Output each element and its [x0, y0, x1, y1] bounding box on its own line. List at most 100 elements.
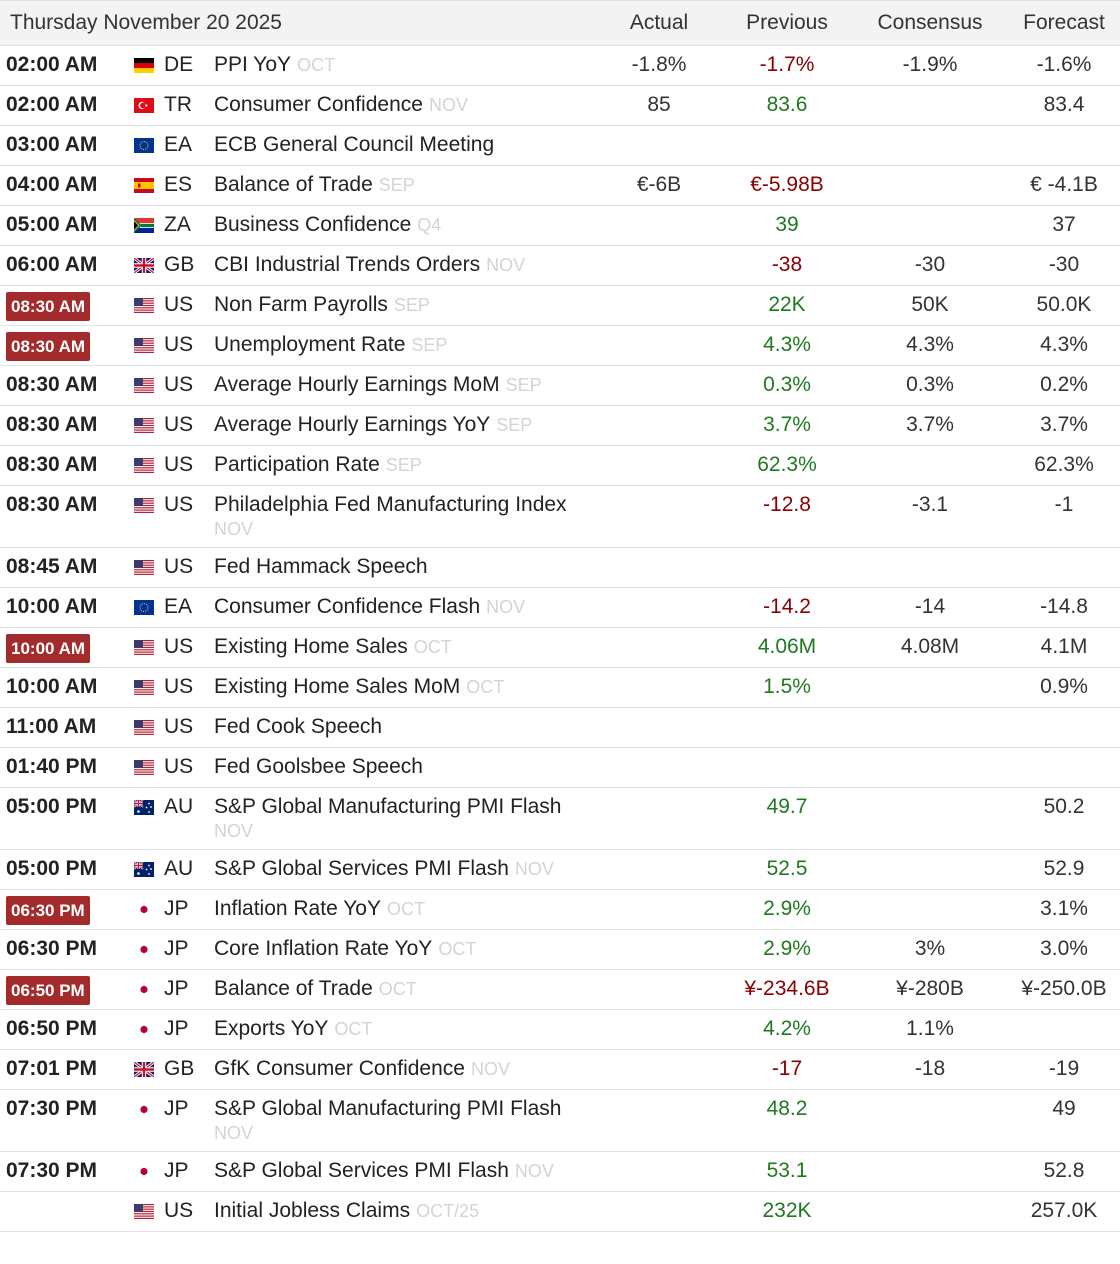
- actual-column-header[interactable]: Actual: [596, 0, 722, 46]
- country-code[interactable]: DE: [164, 53, 194, 76]
- event-name-link[interactable]: Philadelphia Fed Manufacturing Index: [214, 493, 567, 516]
- country-code[interactable]: US: [164, 1199, 194, 1222]
- event-cell[interactable]: Consumer Confidence NOV: [214, 86, 596, 126]
- country-code[interactable]: AU: [164, 857, 194, 880]
- calendar-row[interactable]: 03:00 AM EA ECB General Council Meeting: [0, 126, 1120, 166]
- event-name-link[interactable]: PPI YoY: [214, 53, 292, 76]
- calendar-row[interactable]: 07:01 PM GB GfK Consumer Confidence NOV -…: [0, 1050, 1120, 1090]
- country-code[interactable]: US: [164, 493, 194, 516]
- event-name-link[interactable]: GfK Consumer Confidence: [214, 1057, 465, 1080]
- calendar-row[interactable]: 05:00 PM AU S&P Global Manufacturing PMI…: [0, 788, 1120, 850]
- event-name-link[interactable]: S&P Global Services PMI Flash: [214, 1159, 509, 1182]
- event-cell[interactable]: Unemployment Rate SEP: [214, 326, 596, 366]
- calendar-row[interactable]: 10:00 AM US Existing Home Sales MoM OCT 1…: [0, 668, 1120, 708]
- event-cell[interactable]: CBI Industrial Trends Orders NOV: [214, 246, 596, 286]
- event-name-link[interactable]: Consumer Confidence: [214, 93, 423, 116]
- country-code[interactable]: TR: [164, 93, 192, 116]
- event-cell[interactable]: Balance of Trade SEP: [214, 166, 596, 206]
- calendar-row[interactable]: 05:00 AM ZA Business Confidence Q4 39 37: [0, 206, 1120, 246]
- calendar-row[interactable]: 02:00 AM DE PPI YoY OCT -1.8% -1.7% -1.9%…: [0, 46, 1120, 86]
- event-name-link[interactable]: Existing Home Sales: [214, 635, 408, 658]
- calendar-row[interactable]: 04:00 AM ES Balance of Trade SEP €-6B €-5…: [0, 166, 1120, 206]
- calendar-row[interactable]: 07:30 PM JP S&P Global Services PMI Flas…: [0, 1152, 1120, 1192]
- calendar-row[interactable]: US Initial Jobless Claims OCT/25 232K 257…: [0, 1192, 1120, 1232]
- event-name-link[interactable]: Balance of Trade: [214, 173, 373, 196]
- country-code[interactable]: JP: [164, 977, 189, 1000]
- event-cell[interactable]: Non Farm Payrolls SEP: [214, 286, 596, 326]
- event-cell[interactable]: Consumer Confidence Flash NOV: [214, 588, 596, 628]
- country-code[interactable]: GB: [164, 253, 195, 276]
- country-code[interactable]: AU: [164, 795, 194, 818]
- event-cell[interactable]: Existing Home Sales MoM OCT: [214, 668, 596, 708]
- calendar-row[interactable]: 01:40 PM US Fed Goolsbee Speech: [0, 748, 1120, 788]
- event-cell[interactable]: Balance of Trade OCT: [214, 970, 596, 1010]
- event-name-link[interactable]: Balance of Trade: [214, 977, 373, 1000]
- country-code[interactable]: US: [164, 333, 194, 356]
- calendar-row[interactable]: 11:00 AM US Fed Cook Speech: [0, 708, 1120, 748]
- event-cell[interactable]: Business Confidence Q4: [214, 206, 596, 246]
- event-cell[interactable]: S&P Global Manufacturing PMI Flash NOV: [214, 1090, 596, 1152]
- country-code[interactable]: EA: [164, 595, 193, 618]
- event-name-link[interactable]: Average Hourly Earnings YoY: [214, 413, 491, 436]
- event-name-link[interactable]: Fed Hammack Speech: [214, 555, 428, 578]
- country-code[interactable]: JP: [164, 1097, 189, 1120]
- event-cell[interactable]: Fed Hammack Speech: [214, 548, 596, 588]
- event-cell[interactable]: Average Hourly Earnings MoM SEP: [214, 366, 596, 406]
- calendar-row[interactable]: 06:30 PM JP Core Inflation Rate YoY OCT 2…: [0, 930, 1120, 970]
- country-code[interactable]: US: [164, 373, 194, 396]
- event-cell[interactable]: Average Hourly Earnings YoY SEP: [214, 406, 596, 446]
- calendar-row[interactable]: 08:30 AM US Non Farm Payrolls SEP 22K 50K…: [0, 286, 1120, 326]
- country-code[interactable]: US: [164, 635, 194, 658]
- event-cell[interactable]: ECB General Council Meeting: [214, 126, 596, 166]
- country-code[interactable]: ZA: [164, 213, 191, 236]
- event-name-link[interactable]: Initial Jobless Claims: [214, 1199, 411, 1222]
- country-code[interactable]: US: [164, 453, 194, 476]
- event-cell[interactable]: PPI YoY OCT: [214, 46, 596, 86]
- event-name-link[interactable]: Inflation Rate YoY: [214, 897, 381, 920]
- event-name-link[interactable]: Fed Cook Speech: [214, 715, 383, 738]
- event-cell[interactable]: Core Inflation Rate YoY OCT: [214, 930, 596, 970]
- event-cell[interactable]: Initial Jobless Claims OCT/25: [214, 1192, 596, 1232]
- country-code[interactable]: US: [164, 293, 194, 316]
- previous-column-header[interactable]: Previous: [722, 0, 852, 46]
- event-cell[interactable]: Fed Goolsbee Speech: [214, 748, 596, 788]
- calendar-row[interactable]: 06:30 PM JP Inflation Rate YoY OCT 2.9% 3…: [0, 890, 1120, 930]
- forecast-column-header[interactable]: Forecast: [1008, 0, 1120, 46]
- event-cell[interactable]: S&P Global Manufacturing PMI Flash NOV: [214, 788, 596, 850]
- event-name-link[interactable]: Consumer Confidence Flash: [214, 595, 481, 618]
- event-name-link[interactable]: Participation Rate: [214, 453, 380, 476]
- event-cell[interactable]: Philadelphia Fed Manufacturing Index NOV: [214, 486, 596, 548]
- country-code[interactable]: US: [164, 413, 194, 436]
- event-cell[interactable]: S&P Global Services PMI Flash NOV: [214, 850, 596, 890]
- event-cell[interactable]: Exports YoY OCT: [214, 1010, 596, 1050]
- event-name-link[interactable]: Existing Home Sales MoM: [214, 675, 461, 698]
- event-cell[interactable]: Fed Cook Speech: [214, 708, 596, 748]
- country-code[interactable]: JP: [164, 937, 189, 960]
- country-code[interactable]: US: [164, 715, 194, 738]
- event-name-link[interactable]: S&P Global Manufacturing PMI Flash: [214, 1097, 562, 1120]
- calendar-row[interactable]: 06:50 PM JP Balance of Trade OCT ¥-234.6B…: [0, 970, 1120, 1010]
- country-code[interactable]: JP: [164, 897, 189, 920]
- event-name-link[interactable]: Exports YoY: [214, 1017, 329, 1040]
- calendar-row[interactable]: 08:30 AM US Philadelphia Fed Manufacturi…: [0, 486, 1120, 548]
- country-code[interactable]: US: [164, 755, 194, 778]
- country-code[interactable]: US: [164, 675, 194, 698]
- event-name-link[interactable]: Unemployment Rate: [214, 333, 406, 356]
- calendar-row[interactable]: 05:00 PM AU S&P Global Services PMI Flas…: [0, 850, 1120, 890]
- event-cell[interactable]: Existing Home Sales OCT: [214, 628, 596, 668]
- calendar-row[interactable]: 08:30 AM US Unemployment Rate SEP 4.3% 4.…: [0, 326, 1120, 366]
- event-name-link[interactable]: CBI Industrial Trends Orders: [214, 253, 481, 276]
- calendar-row[interactable]: 08:30 AM US Average Hourly Earnings MoM S…: [0, 366, 1120, 406]
- country-code[interactable]: GB: [164, 1057, 195, 1080]
- consensus-column-header[interactable]: Consensus: [852, 0, 1008, 46]
- event-name-link[interactable]: Core Inflation Rate YoY: [214, 937, 433, 960]
- country-code[interactable]: JP: [164, 1159, 189, 1182]
- event-name-link[interactable]: Fed Goolsbee Speech: [214, 755, 423, 778]
- calendar-row[interactable]: 10:00 AM EA Consumer Confidence Flash NOV…: [0, 588, 1120, 628]
- calendar-row[interactable]: 06:00 AM GB CBI Industrial Trends Orders…: [0, 246, 1120, 286]
- country-code[interactable]: JP: [164, 1017, 189, 1040]
- calendar-row[interactable]: 06:50 PM JP Exports YoY OCT 4.2% 1.1%: [0, 1010, 1120, 1050]
- event-cell[interactable]: GfK Consumer Confidence NOV: [214, 1050, 596, 1090]
- calendar-row[interactable]: 08:30 AM US Average Hourly Earnings YoY S…: [0, 406, 1120, 446]
- calendar-row[interactable]: 02:00 AM TR Consumer Confidence NOV 85 83…: [0, 86, 1120, 126]
